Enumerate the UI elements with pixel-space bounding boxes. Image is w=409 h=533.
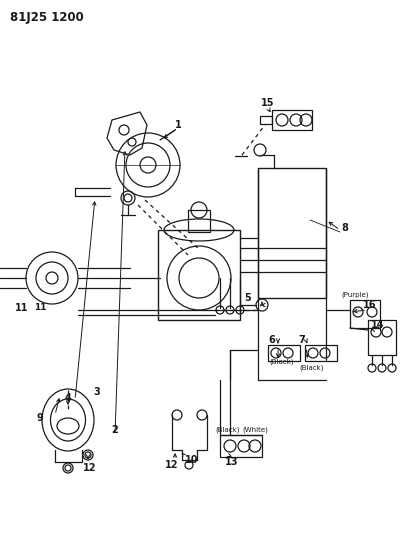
Text: 12: 12	[165, 460, 179, 470]
Text: (Black): (Black)	[216, 427, 240, 433]
Bar	[305, 345, 337, 361]
Text: 3: 3	[94, 387, 100, 397]
Text: 11: 11	[15, 303, 29, 313]
Text: 8: 8	[342, 223, 348, 233]
Text: (White): (White)	[242, 427, 268, 433]
Text: 2: 2	[112, 425, 118, 435]
Bar	[158, 230, 240, 320]
Bar	[272, 110, 312, 130]
Text: 6: 6	[269, 335, 275, 345]
Text: 5: 5	[245, 293, 252, 303]
Text: (Black): (Black)	[270, 359, 294, 365]
Text: 10: 10	[185, 455, 199, 465]
Bar	[368, 320, 396, 355]
Bar	[268, 345, 300, 361]
Text: 81J25 1200: 81J25 1200	[10, 12, 84, 25]
Bar	[188, 210, 210, 232]
Text: 4: 4	[65, 393, 72, 403]
Text: 11: 11	[34, 303, 46, 312]
Bar	[350, 300, 380, 328]
Bar	[220, 435, 262, 457]
Text: 12: 12	[83, 463, 97, 473]
Bar	[258, 168, 326, 298]
Text: (Black): (Black)	[300, 365, 324, 372]
Text: 1: 1	[175, 120, 181, 130]
Bar	[260, 116, 272, 124]
Text: 13: 13	[225, 457, 239, 467]
Text: 14: 14	[371, 320, 385, 330]
Text: 9: 9	[37, 413, 43, 423]
Text: 16: 16	[363, 300, 377, 310]
Text: 7: 7	[299, 335, 306, 345]
Text: (Purple): (Purple)	[341, 292, 369, 298]
Text: 15: 15	[261, 98, 275, 108]
